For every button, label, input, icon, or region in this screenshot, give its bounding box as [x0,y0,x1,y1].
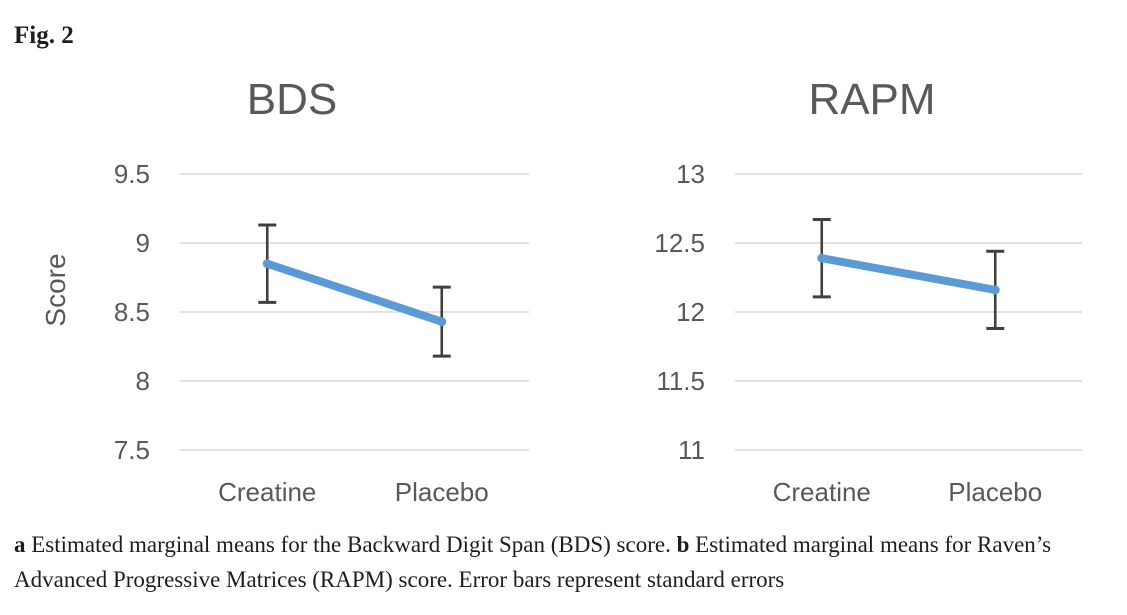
figure-caption: a Estimated marginal means for the Backw… [14,527,1120,597]
y-tick-label: 11.5 [656,366,705,396]
data-point [262,259,272,269]
caption-panel-a-text: Estimated marginal means for the Backwar… [31,532,671,557]
y-tick-label: 8.5 [113,297,150,327]
x-category-label: Placebo [948,477,1043,507]
figure-label: Fig. 2 [14,22,74,49]
caption-panel-b-label: b [676,532,690,557]
y-tick-label: 13 [676,159,705,189]
y-tick-label: 9 [135,228,150,258]
x-category-label: Placebo [394,477,489,507]
caption-panel-b-text: Estimated marginal means for Raven’s Adv… [14,532,1052,592]
data-point [990,285,1000,295]
y-tick-label: 12.5 [654,228,705,258]
caption-panel-a-label: a [14,532,26,557]
data-point [817,253,827,263]
data-line [263,259,446,326]
chart-title-rapm: RAPM [808,75,936,124]
y-tick-label: 9.5 [113,159,150,189]
y-tick-label: 7.5 [113,435,150,465]
x-category-label: Creatine [772,477,871,507]
chart-title-bds: BDS [246,75,338,124]
y-tick-label: 11 [678,435,705,465]
y-axis-label-score: Score [40,253,71,327]
x-category-label: Creatine [218,477,317,507]
data-point [437,317,447,327]
data-line [817,254,1000,294]
y-tick-label: 12 [676,297,705,327]
y-tick-label: 8 [135,366,150,396]
